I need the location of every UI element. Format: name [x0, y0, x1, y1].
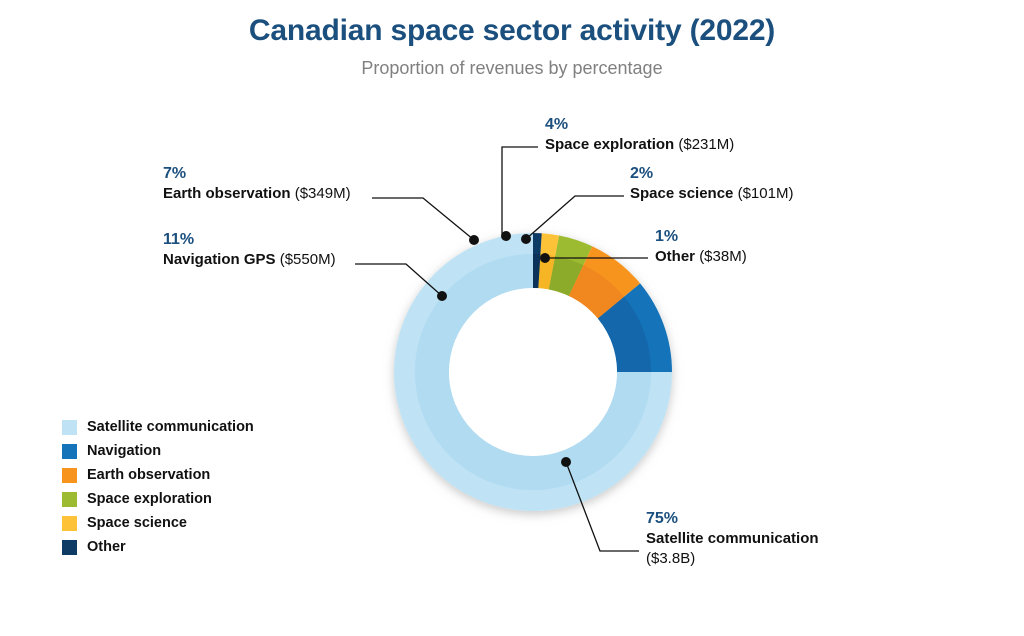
- callout-navigation: 11% Navigation GPS ($550M): [163, 229, 336, 270]
- legend-item-label: Space science: [87, 515, 187, 531]
- callout-other-label: Other ($38M): [655, 248, 747, 266]
- legend-swatch: [62, 539, 77, 555]
- donut-segment-inner-band: [533, 253, 541, 289]
- callout-other: 1% Other ($38M): [655, 226, 747, 267]
- callout-earth-observation-percent: 7%: [163, 165, 187, 182]
- legend-item[interactable]: Space exploration: [62, 487, 254, 511]
- page-subtitle: Proportion of revenues by percentage: [361, 58, 663, 78]
- legend-swatch: [62, 443, 77, 459]
- callout-earth-observation: 7% Earth observation ($349M): [163, 163, 351, 204]
- legend-item[interactable]: Space science: [62, 511, 254, 535]
- callout-space-exploration-percent: 4%: [545, 116, 569, 133]
- donut-segment-inner-band: [568, 265, 624, 319]
- legend-item[interactable]: Satellite communication: [62, 415, 254, 439]
- callout-navigation-label: Navigation GPS ($550M): [163, 251, 336, 269]
- callout-earth-observation-label: Earth observation ($349M): [163, 185, 351, 203]
- page-title: Canadian space sector activity (2022): [248, 14, 776, 47]
- donut-segment-inner-band: [597, 296, 652, 372]
- legend-swatch: [62, 467, 77, 483]
- legend-item[interactable]: Navigation: [62, 439, 254, 463]
- legend-item-label: Satellite communication: [87, 419, 254, 435]
- legend-item-label: Earth observation: [87, 467, 211, 483]
- legend-swatch: [62, 515, 77, 531]
- legend-swatch: [62, 419, 77, 435]
- donut-inner-band: [414, 253, 652, 491]
- legend-item-label: Other: [87, 539, 126, 555]
- callout-satellite-communication-percent: 75%: [646, 510, 679, 527]
- donut-segment-inner-band: [548, 255, 584, 296]
- callout-navigation-percent: 11%: [163, 231, 195, 248]
- callout-space-exploration-label: Space exploration ($231M): [545, 136, 735, 154]
- donut-hole: [449, 288, 617, 456]
- legend-swatch: [62, 491, 77, 507]
- callout-space-exploration: 4% Space exploration ($231M): [545, 114, 734, 155]
- legend-item[interactable]: Other: [62, 535, 254, 559]
- callout-space-science-label: Space science ($101M): [630, 185, 794, 203]
- callout-satellite-communication: 75% Satellite communication ($3.8B): [646, 508, 846, 569]
- callout-space-science: 2% Space science ($101M): [630, 163, 793, 204]
- callout-other-percent: 1%: [655, 228, 679, 245]
- donut-chart: [370, 209, 696, 535]
- legend-item-label: Space exploration: [87, 491, 212, 507]
- donut-chart-svg: [394, 233, 672, 511]
- callout-satellite-communication-label: Satellite communication ($3.8B): [646, 530, 819, 567]
- callout-space-science-percent: 2%: [630, 165, 654, 182]
- legend-item[interactable]: Earth observation: [62, 463, 254, 487]
- legend-item-label: Navigation: [87, 443, 162, 459]
- chart-legend: Satellite communication Navigation Earth o…: [62, 415, 254, 559]
